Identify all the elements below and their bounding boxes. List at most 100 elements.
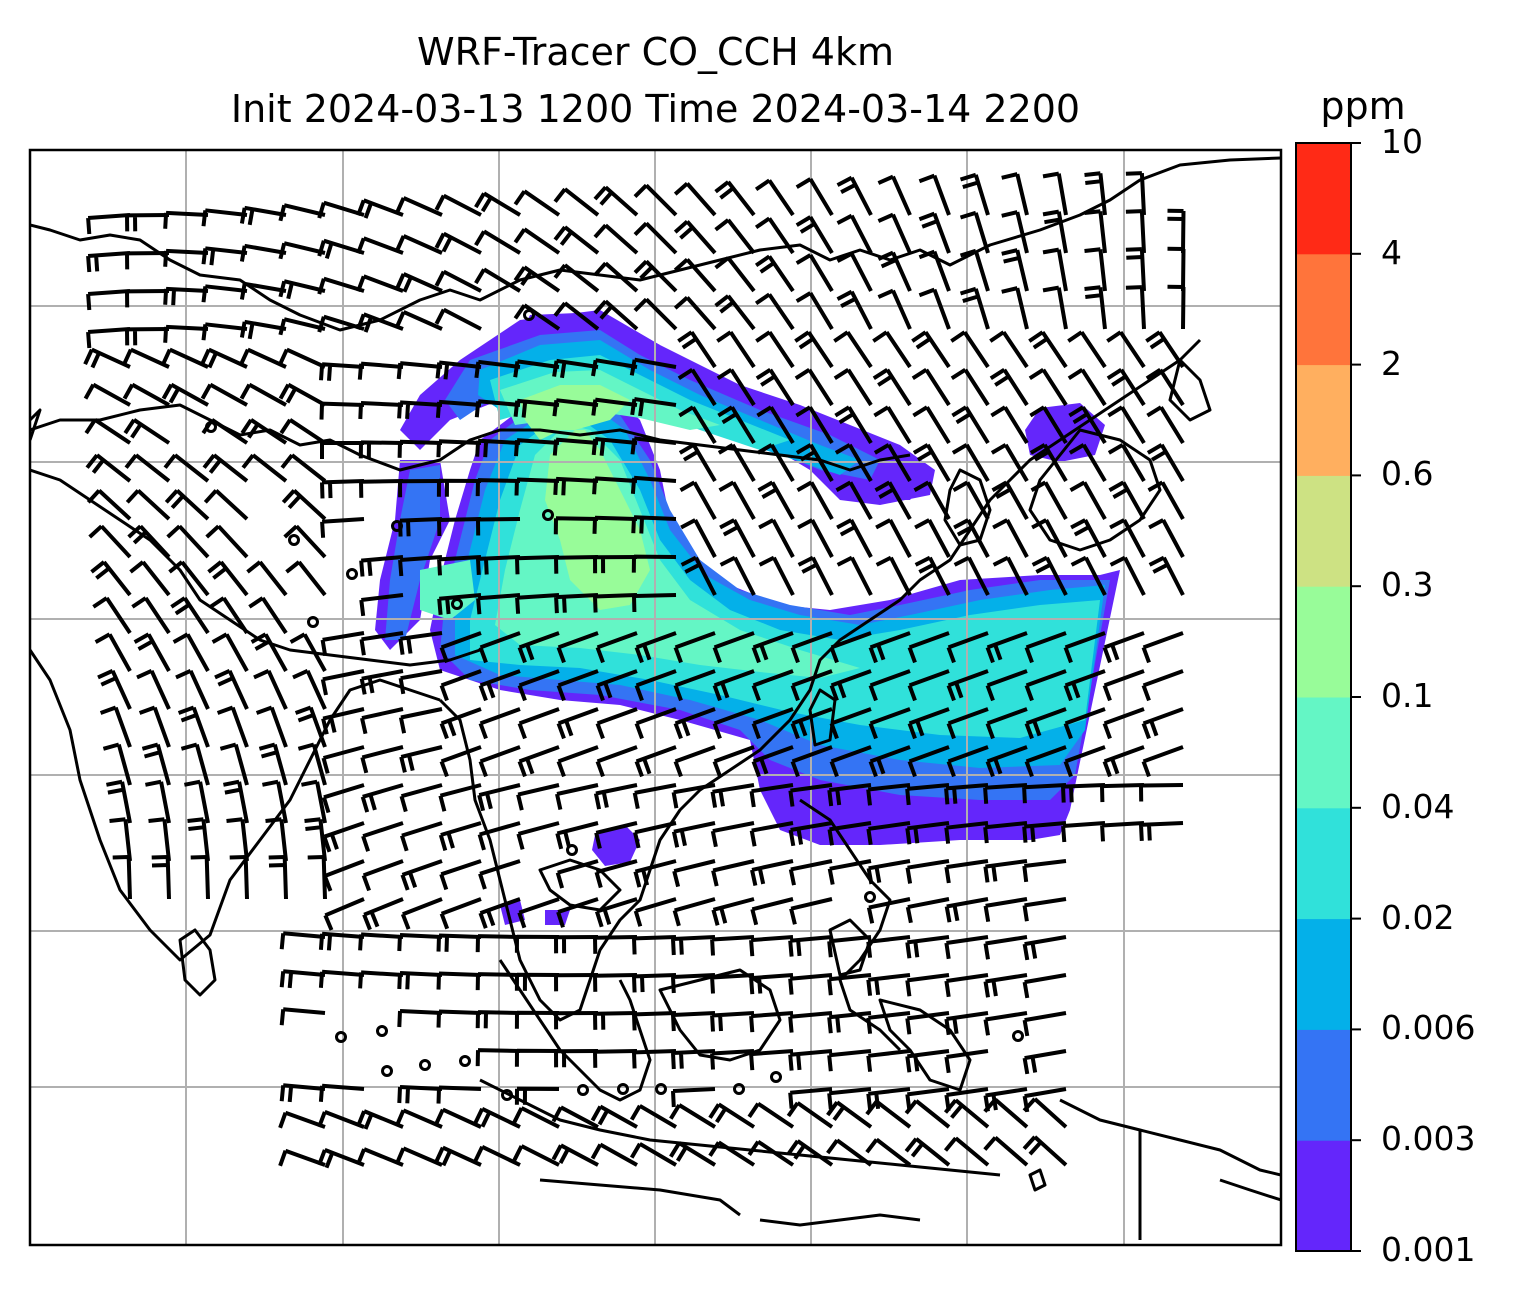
wind-barb: [180, 742, 210, 786]
wind-barb: [125, 327, 170, 346]
wind-barb: [631, 515, 677, 534]
wind-barb: [201, 322, 248, 341]
wind-barb: [278, 317, 326, 336]
wind-barb: [594, 821, 638, 849]
wind-barb: [594, 897, 638, 928]
calm-wind-marker: [381, 1065, 393, 1077]
wind-barb: [1042, 171, 1068, 216]
colorbar-unit-label: ppm: [1320, 84, 1406, 128]
wind-barb: [125, 213, 170, 232]
wind-barb: [595, 669, 638, 702]
wind-barb: [361, 821, 404, 852]
colorbar-frame: [1295, 142, 1352, 1252]
wind-barb: [671, 1087, 716, 1108]
wind-barb: [477, 783, 521, 812]
wind-barb: [907, 707, 950, 740]
colorbar-tick-label: 4: [1381, 232, 1402, 272]
colorbar-segment: [1296, 697, 1351, 809]
wind-barb: [163, 210, 209, 229]
wind-barb: [123, 418, 171, 445]
wind-barb: [439, 897, 482, 930]
wind-barb: [632, 593, 677, 613]
wind-barb: [478, 859, 521, 890]
wind-barb: [1022, 973, 1067, 999]
wind-barb: [826, 1138, 873, 1167]
wind-barb: [593, 935, 638, 954]
wind-barb: [868, 745, 911, 778]
wind-barb: [133, 632, 171, 672]
wind-barb: [873, 405, 912, 445]
wind-barb: [400, 859, 443, 891]
wind-barb: [1141, 707, 1184, 740]
calm-wind-marker: [391, 520, 403, 532]
wind-barb: [633, 297, 678, 331]
wind-barb: [475, 934, 521, 953]
wind-barb: [318, 1083, 365, 1102]
wind-barb: [790, 631, 833, 664]
wind-barb: [1063, 669, 1106, 702]
wind-barb: [673, 258, 717, 293]
wind-barb: [397, 971, 443, 990]
wind-barb: [102, 742, 132, 786]
wind-barb: [868, 669, 911, 702]
colorbar-tick-label: 0.02: [1381, 897, 1455, 937]
wind-barb: [671, 973, 716, 994]
wind-barb: [710, 1049, 755, 1070]
wind-barb: [201, 208, 248, 227]
wind-barb: [514, 438, 560, 457]
wind-barb: [866, 897, 911, 924]
wind-barb: [1141, 669, 1184, 702]
wind-barb: [177, 705, 210, 748]
wind-barb: [914, 555, 951, 596]
wind-barb: [435, 399, 482, 418]
wind-barb: [634, 631, 677, 664]
wind-barb: [673, 220, 717, 255]
wind-barb: [914, 518, 951, 558]
wind-barb: [877, 250, 912, 292]
wind-barb: [1022, 935, 1067, 961]
wind-barb: [788, 1087, 833, 1109]
wind-barb: [836, 251, 873, 292]
wind-barb: [122, 347, 170, 369]
wind-barb: [829, 707, 872, 740]
wind-barb: [279, 1007, 326, 1026]
wind-barb: [395, 1108, 443, 1129]
wind-barb: [88, 524, 132, 559]
wind-barb: [874, 480, 912, 520]
wind-barb: [717, 405, 756, 445]
wind-barb: [554, 973, 599, 992]
wind-barb: [172, 632, 210, 672]
wind-barb: [634, 745, 677, 778]
colorbar-segment: [1296, 253, 1351, 366]
wind-barb: [595, 745, 638, 778]
wind-barb: [944, 783, 989, 805]
wind-barb: [835, 480, 873, 520]
wind-barb: [710, 1011, 755, 1032]
wind-barb: [946, 669, 989, 702]
wind-barb: [629, 1104, 678, 1129]
wind-barb: [240, 418, 288, 445]
wind-barb: [250, 632, 288, 672]
wind-barb: [866, 783, 911, 806]
wind-barb: [946, 631, 989, 664]
wind-barb: [262, 779, 288, 824]
wind-barb: [632, 973, 677, 993]
wind-barb: [836, 175, 873, 216]
wind-barb: [553, 301, 600, 331]
wind-barb: [129, 560, 171, 597]
wind-barb: [438, 821, 482, 851]
wind-barb: [711, 859, 755, 887]
wind-barb: [677, 368, 717, 407]
wind-barb: [836, 289, 873, 330]
wind-barb: [673, 707, 716, 740]
wind-barb: [983, 935, 1028, 960]
wind-barb: [1067, 368, 1107, 407]
wind-barb: [163, 286, 209, 306]
wind-barb: [671, 935, 716, 956]
wind-barb: [989, 368, 1029, 407]
wind-barb: [434, 193, 482, 217]
wind-barb: [905, 973, 950, 997]
wind-barb: [83, 347, 131, 369]
wind-barb: [258, 742, 288, 786]
